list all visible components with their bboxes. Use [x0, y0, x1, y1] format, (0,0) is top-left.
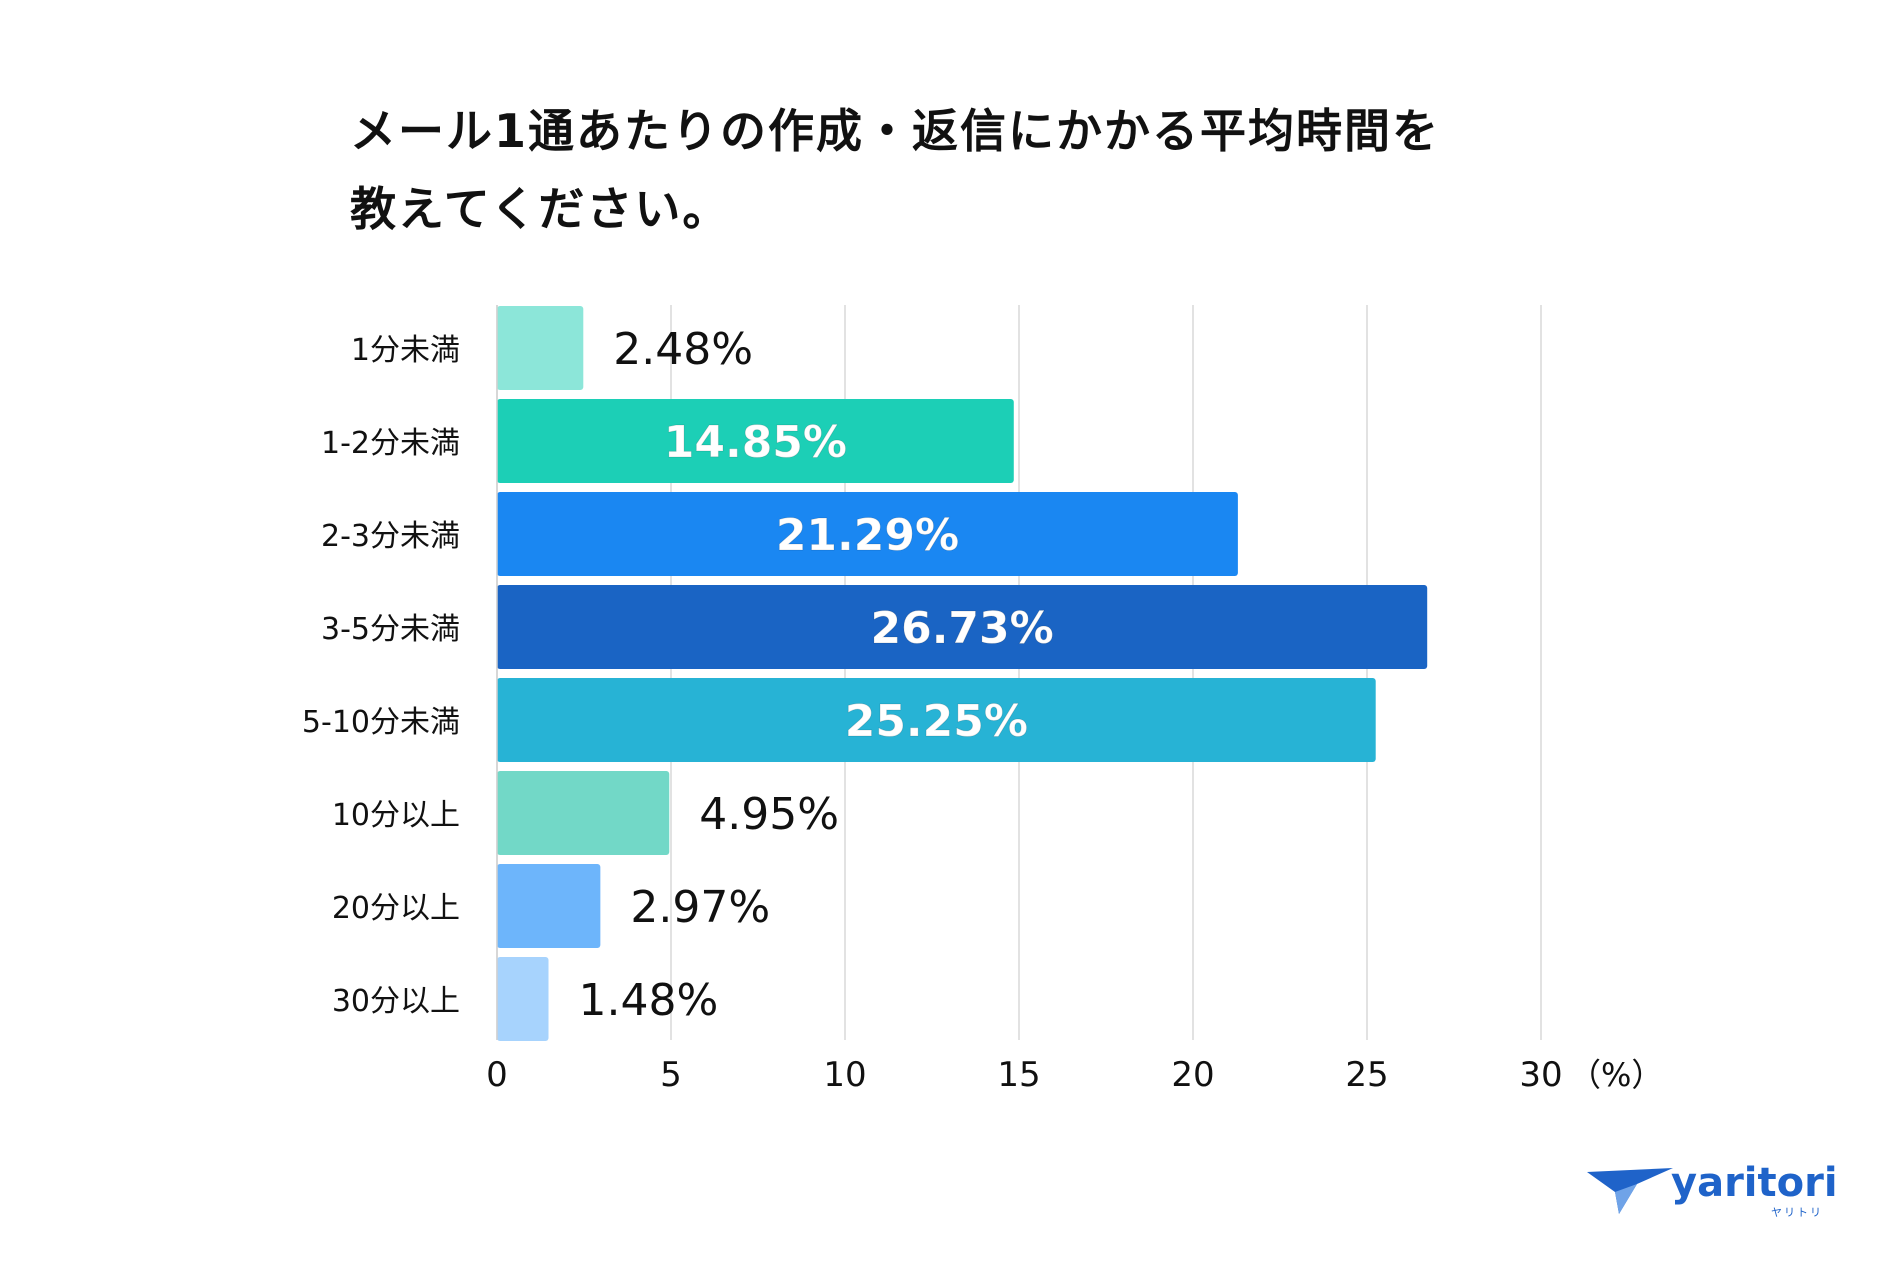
- x-tick-label: 15: [997, 1055, 1040, 1095]
- category-label: 10分以上: [332, 798, 460, 833]
- brand-subtitle: ヤリトリ: [1771, 1206, 1823, 1219]
- bar: [497, 957, 549, 1041]
- bar: [497, 864, 601, 948]
- x-axis-unit-label: （%）: [1569, 1056, 1663, 1094]
- data-label: 2.97%: [630, 882, 770, 933]
- bar: [497, 585, 1428, 669]
- data-label: 4.95%: [699, 789, 839, 840]
- brand-name: yaritori: [1671, 1160, 1838, 1206]
- chart-title: メール1通あたりの作成・返信にかかる平均時間を 教えてください。: [350, 92, 1730, 248]
- category-label: 1-2分未満: [321, 426, 460, 461]
- data-label: 26.73%: [870, 603, 1053, 654]
- category-label: 3-5分未満: [321, 612, 460, 647]
- bar: [497, 399, 1014, 483]
- x-tick-label: 25: [1345, 1055, 1388, 1095]
- data-label: 25.25%: [845, 696, 1028, 747]
- category-label: 20分以上: [332, 891, 460, 926]
- bar: [497, 771, 670, 855]
- bar: [497, 492, 1238, 576]
- chart-title-line-1: メール1通あたりの作成・返信にかかる平均時間を: [350, 104, 1441, 158]
- bar: [497, 678, 1376, 762]
- x-tick-label: 30: [1519, 1055, 1562, 1095]
- data-label: 21.29%: [776, 510, 959, 561]
- x-tick-label: 0: [486, 1055, 508, 1095]
- chart-title-line-2: 教えてください。: [350, 182, 731, 236]
- category-label: 30分以上: [332, 984, 460, 1019]
- data-label: 2.48%: [613, 324, 753, 375]
- brand-logo: yaritori ヤリトリ: [1585, 1160, 1838, 1220]
- yaritori-logo-icon: [1587, 1168, 1673, 1214]
- data-label: 1.48%: [579, 975, 719, 1026]
- category-label: 2-3分未満: [321, 519, 460, 554]
- category-label: 1分未満: [351, 333, 460, 368]
- x-tick-label: 20: [1171, 1055, 1214, 1095]
- data-label: 14.85%: [664, 417, 847, 468]
- category-label: 5-10分未満: [302, 705, 460, 740]
- bar: [497, 306, 584, 390]
- x-tick-label: 5: [660, 1055, 682, 1095]
- x-tick-label: 10: [823, 1055, 866, 1095]
